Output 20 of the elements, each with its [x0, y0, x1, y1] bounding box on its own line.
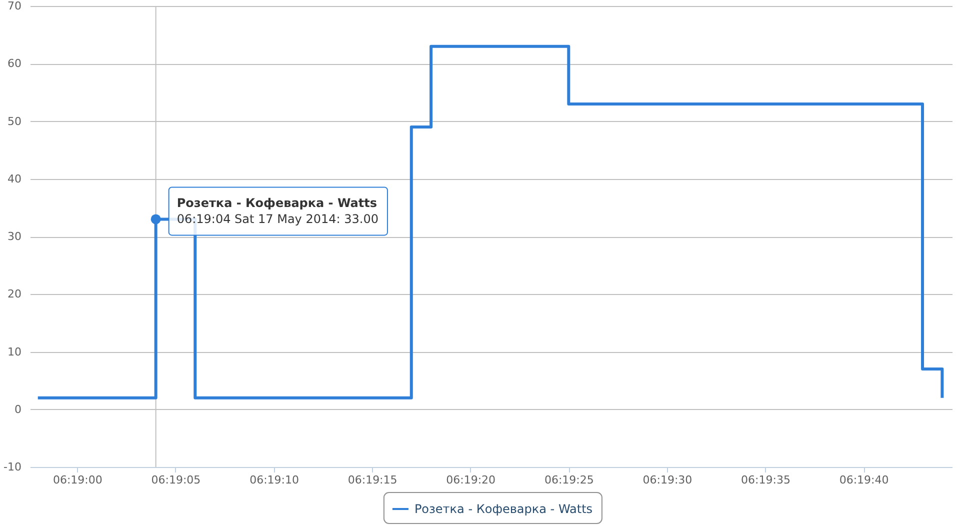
x-tick-label: 06:19:30	[642, 474, 692, 486]
x-tick-label: 06:19:15	[348, 474, 398, 486]
x-tick-label: 06:19:35	[741, 474, 790, 486]
y-tick-label: 40	[8, 172, 22, 186]
x-tick-label: 06:19:10	[250, 474, 299, 486]
y-tick-label: 60	[8, 57, 22, 70]
y-tick-label: 10	[8, 345, 22, 358]
x-tick-label: 06:19:05	[151, 474, 201, 486]
x-tick-label: 06:19:00	[52, 474, 102, 486]
y-tick-label: 30	[8, 230, 22, 243]
y-tick-label: -10	[4, 460, 22, 474]
x-tick-label: 06:19:20	[446, 474, 496, 486]
x-tick-label: 06:19:25	[544, 474, 594, 486]
y-tick-label: 20	[8, 288, 22, 301]
y-tick-label: 70	[8, 0, 22, 12]
x-tick-label: 06:19:40	[839, 474, 889, 486]
annotation: Розетка - Кофеварка - Watts 06:19:04 Sat 17 May 2014: 33.00	[176, 196, 378, 226]
y-tick-label: 50	[8, 114, 22, 128]
legend-label: Розетка - Кофеварка - Watts	[414, 502, 593, 516]
y-tick-label: 0	[14, 402, 22, 416]
